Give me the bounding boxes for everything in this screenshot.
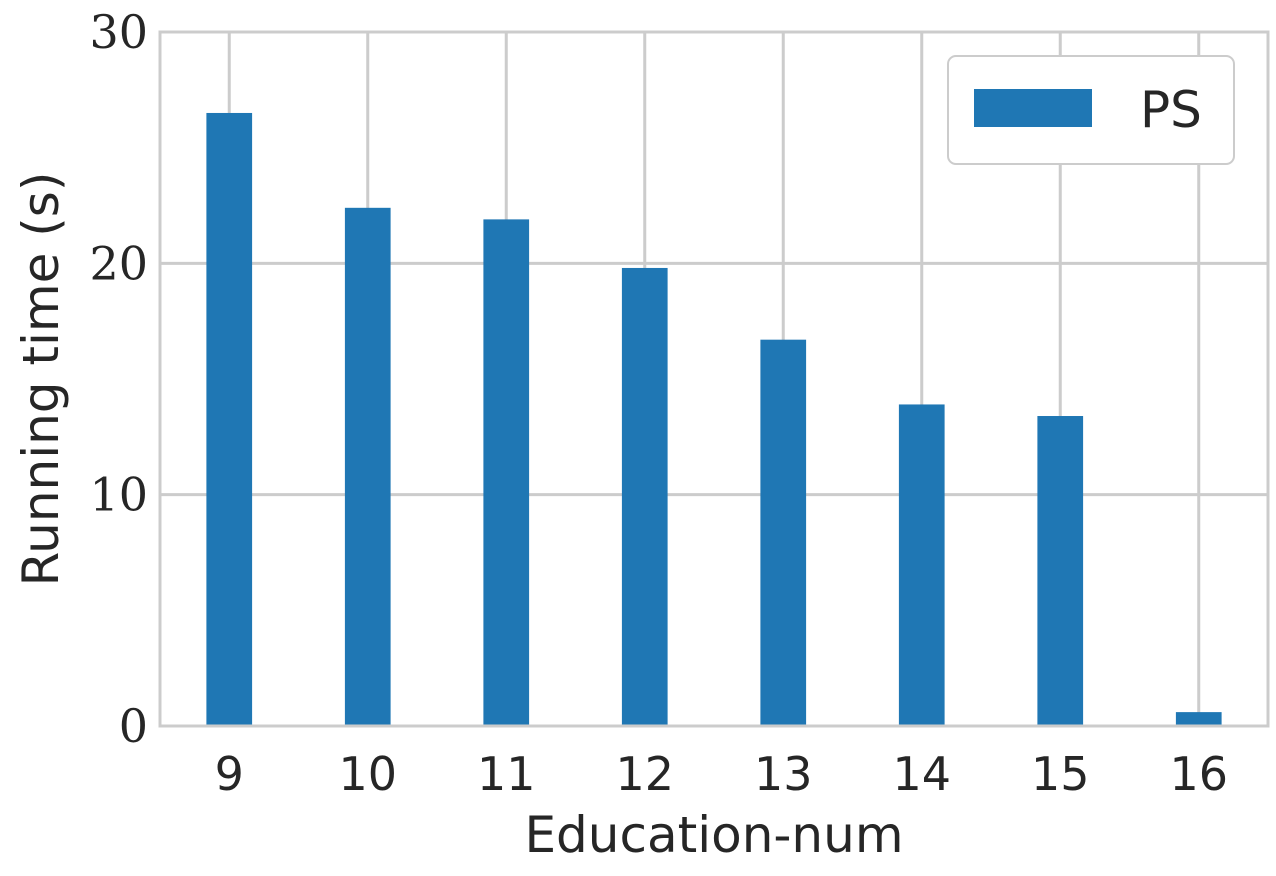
- x-tick-label: 14: [892, 747, 951, 801]
- bar: [621, 267, 668, 726]
- x-tick-label: 10: [338, 747, 397, 801]
- x-tick-label: 13: [754, 747, 813, 801]
- x-tick-label: 9: [215, 747, 244, 801]
- x-tick-labels: 9 10 11 12 13 14 15 16: [215, 747, 1228, 801]
- bar: [1175, 712, 1222, 726]
- x-axis-label: Education-num: [524, 806, 903, 864]
- bar: [1037, 416, 1084, 726]
- y-tick-label: 30: [89, 5, 148, 59]
- legend-swatch: [974, 89, 1092, 127]
- x-tick-label: 16: [1169, 747, 1228, 801]
- x-tick-label: 12: [615, 747, 674, 801]
- bar: [344, 207, 391, 726]
- bar: [206, 112, 253, 726]
- y-tick-label: 0: [119, 699, 148, 753]
- bar: [760, 339, 807, 726]
- bar: [483, 219, 530, 726]
- y-tick-labels: 0 10 20 30: [89, 5, 148, 753]
- y-axis-label: Running time (s): [12, 172, 70, 587]
- y-tick-label: 20: [89, 236, 148, 290]
- bars: [206, 112, 1222, 726]
- x-tick-label: 15: [1031, 747, 1090, 801]
- y-tick-label: 10: [89, 468, 148, 522]
- bar: [898, 404, 945, 726]
- plot-frame: [158, 30, 1270, 728]
- x-tick-label: 11: [477, 747, 536, 801]
- legend: PS: [947, 55, 1235, 165]
- legend-label: PS: [1140, 81, 1202, 139]
